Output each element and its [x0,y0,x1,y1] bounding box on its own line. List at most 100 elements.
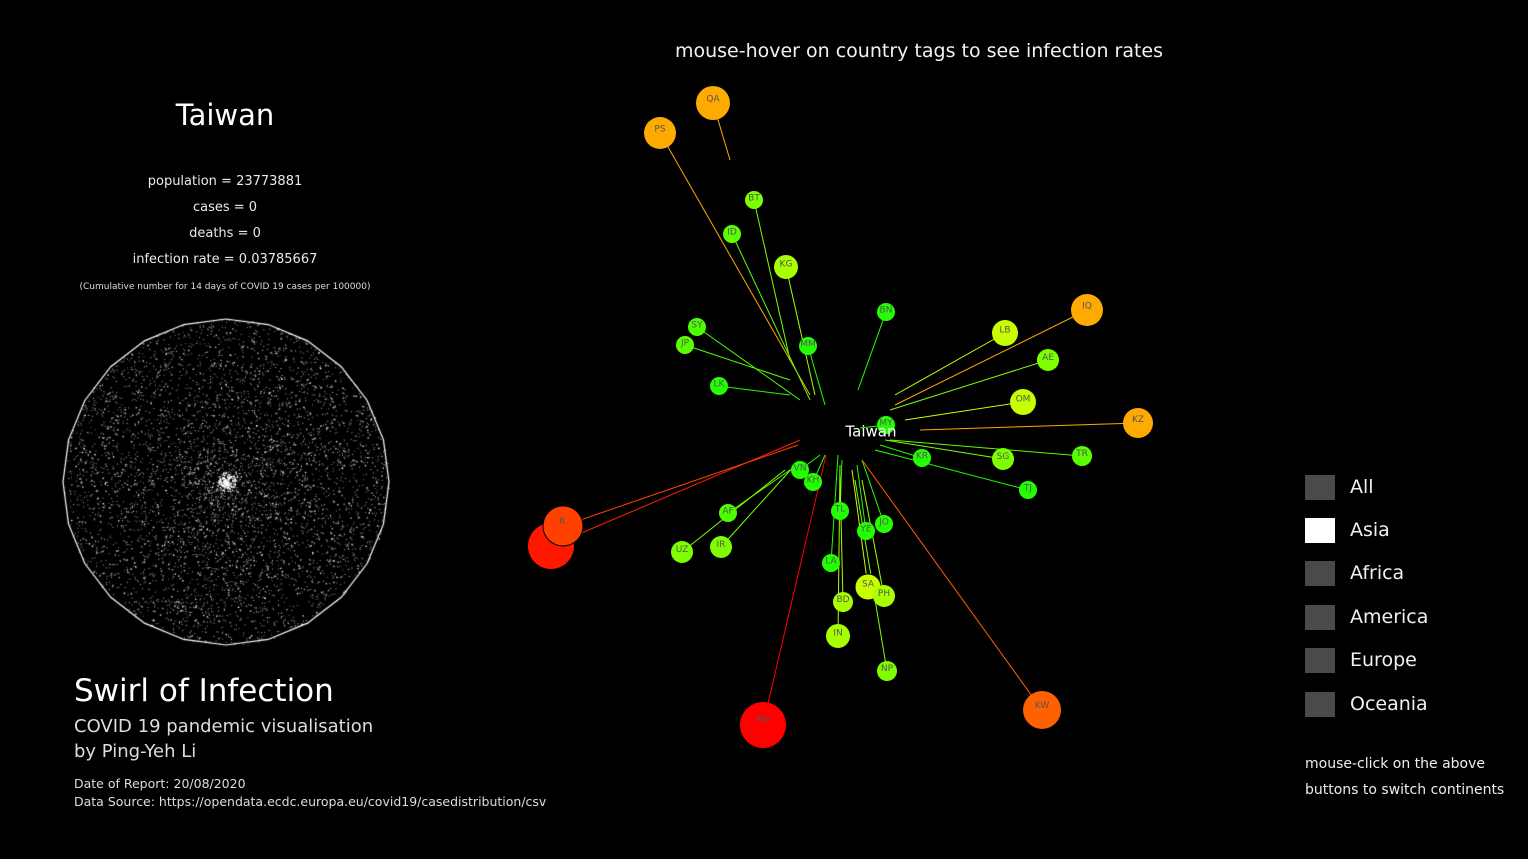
network-edge-jp [684,344,791,381]
country-tag-il[interactable]: IL [542,505,584,547]
country-tag-code: UZ [676,545,689,555]
network-edge-tr [889,439,1083,457]
country-tag-circle[interactable] [723,225,741,243]
network-edge-bt [753,199,791,361]
continent-toggle-box[interactable] [1305,647,1335,673]
country-tag-circle[interactable] [799,337,817,355]
network-edge [550,439,801,547]
continent-button-asia[interactable]: Asia [1305,517,1390,543]
country-tag-code: KG [780,260,793,270]
country-tag-kg[interactable]: KG [774,255,798,279]
country-tag-bd[interactable]: BD [833,592,853,612]
continent-toggle-box[interactable] [1305,691,1335,717]
country-tag-circle[interactable] [992,448,1014,470]
country-tag-np[interactable]: NP [877,661,897,681]
country-tag-mv[interactable]: MV [740,702,786,748]
country-tag-circle[interactable] [1071,294,1103,326]
country-tag-iq[interactable]: IQ [1071,294,1103,326]
continent-button-africa[interactable]: Africa [1305,560,1404,586]
country-tag-circle[interactable] [791,461,809,479]
country-tag-circle[interactable] [875,515,893,533]
country-tag-tj[interactable]: TJ [1019,481,1037,499]
country-tag-my[interactable]: MY [877,416,895,434]
country-tag-code: OM [1016,394,1031,404]
country-tag-circle[interactable] [688,318,706,336]
country-tag-tl[interactable]: TL [831,502,849,520]
network-edge-mv [762,454,827,726]
country-tag-circle[interactable] [774,255,798,279]
infection-rate-note: (Cumulative number for 14 days of COVID … [79,282,371,292]
country-tag-circle[interactable] [822,554,840,572]
country-tag-ir[interactable]: IR [710,536,732,558]
continent-toggle-box[interactable] [1305,474,1335,500]
country-tag-code: MV [756,715,771,725]
country-tag-ae[interactable]: AE [1037,349,1059,371]
country-tag-circle[interactable] [676,336,694,354]
country-tag-circle[interactable] [1123,408,1153,438]
app-author: by Ping-Yeh Li [74,741,197,762]
country-tag-kr[interactable]: KR [913,449,931,467]
country-tag-circle[interactable] [1037,349,1059,371]
country-tag-kz[interactable]: KZ [1123,408,1153,438]
country-tag-ph[interactable]: PH [873,585,895,607]
country-tag-qa[interactable]: QA [696,86,730,120]
country-tag-circle[interactable] [833,592,853,612]
country-tag-circle[interactable] [710,536,732,558]
country-tag-circle[interactable] [1072,446,1092,466]
country-tag-circle[interactable] [804,473,822,491]
country-tag-uz[interactable]: UZ [671,541,693,563]
country-tag-circle[interactable] [1019,481,1037,499]
country-tag-mm[interactable]: MM [799,337,817,355]
country-tag-vn[interactable]: VN [791,461,809,479]
country-tag-circle[interactable] [992,320,1018,346]
country-tag-circle[interactable] [877,416,895,434]
country-tag-in[interactable]: IN [826,624,850,648]
country-tag-circle[interactable] [696,86,730,120]
country-tag-ye[interactable]: YE [857,522,875,540]
network-edge-ir [720,464,796,548]
country-tag-circle[interactable] [1010,389,1036,415]
country-tag-ps[interactable]: PS [644,117,676,149]
country-tag-bt[interactable]: BT [745,191,763,209]
network-edge-iq [894,309,1088,406]
country-tag-circle[interactable] [857,522,875,540]
country-tag-circle[interactable] [873,585,895,607]
country-tag-kw[interactable]: KW [1023,691,1061,729]
country-tag-circle[interactable] [740,702,786,748]
continent-toggle-box[interactable] [1305,560,1335,586]
country-tag-la[interactable]: LA [822,554,840,572]
country-tag-af[interactable]: AF [719,504,737,522]
country-tag-circle[interactable] [542,505,584,547]
country-tag-tr[interactable]: TR [1072,446,1092,466]
country-tag-code: TR [1075,449,1088,459]
country-tag-lb[interactable]: LB [992,320,1018,346]
country-tag-circle[interactable] [745,191,763,209]
country-tag-circle[interactable] [1023,691,1061,729]
country-tag-id[interactable]: ID [723,225,741,243]
country-tag-bn[interactable]: BN [877,303,895,321]
continent-toggle-box[interactable] [1305,604,1335,630]
country-tag-jo[interactable]: JO [875,515,893,533]
country-tag-jp[interactable]: JP [676,336,694,354]
country-tag-circle[interactable] [671,541,693,563]
continent-button-america[interactable]: America [1305,604,1428,630]
country-tag-circle[interactable] [877,303,895,321]
country-tag-circle[interactable] [913,449,931,467]
country-tag-om[interactable]: OM [1010,389,1036,415]
country-tag-lk[interactable]: LK [710,377,728,395]
continent-button-europe[interactable]: Europe [1305,647,1417,673]
country-tag-sy[interactable]: SY [688,318,706,336]
country-tag-circle[interactable] [826,624,850,648]
country-tag-circle[interactable] [719,504,737,522]
country-tag-circle[interactable] [831,502,849,520]
country-tag-circle[interactable] [877,661,897,681]
country-tag-circle[interactable] [710,377,728,395]
country-tag-kh[interactable]: KH [804,473,822,491]
country-tag-sg[interactable]: SG [992,448,1014,470]
continent-button-oceania[interactable]: Oceania [1305,691,1428,717]
continent-toggle-box[interactable] [1305,517,1335,543]
continent-button-all[interactable]: All [1305,474,1374,500]
country-tag-circle[interactable] [644,117,676,149]
